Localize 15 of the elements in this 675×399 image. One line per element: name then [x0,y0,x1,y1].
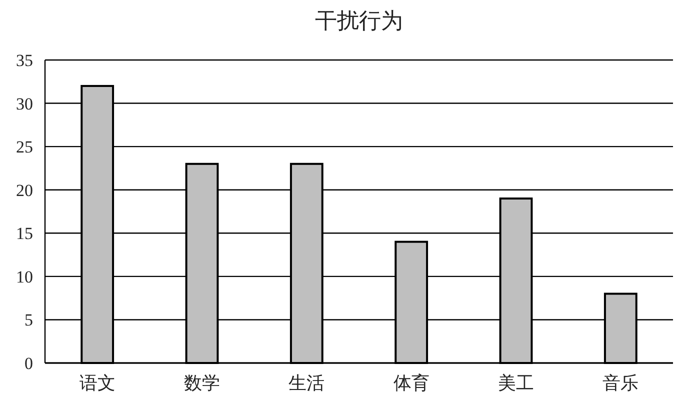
x-tick-label: 数学 [184,373,220,393]
y-tick-label: 30 [16,94,33,114]
chart-title: 干扰行为 [315,8,403,33]
x-tick-label: 美工 [498,373,534,393]
y-tick-label: 0 [24,354,33,373]
x-tick-label: 生活 [288,373,325,393]
y-tick-label: 10 [16,267,33,286]
x-tick-label: 音乐 [602,373,639,393]
x-tick-label: 体育 [393,373,430,393]
y-tick-label: 5 [24,310,33,330]
y-tick-label: 25 [16,138,33,157]
x-tick-label: 语文 [79,373,116,393]
y-tick-label: 15 [16,224,33,244]
y-tick-label: 35 [16,51,33,70]
y-tick-label: 20 [16,180,33,200]
